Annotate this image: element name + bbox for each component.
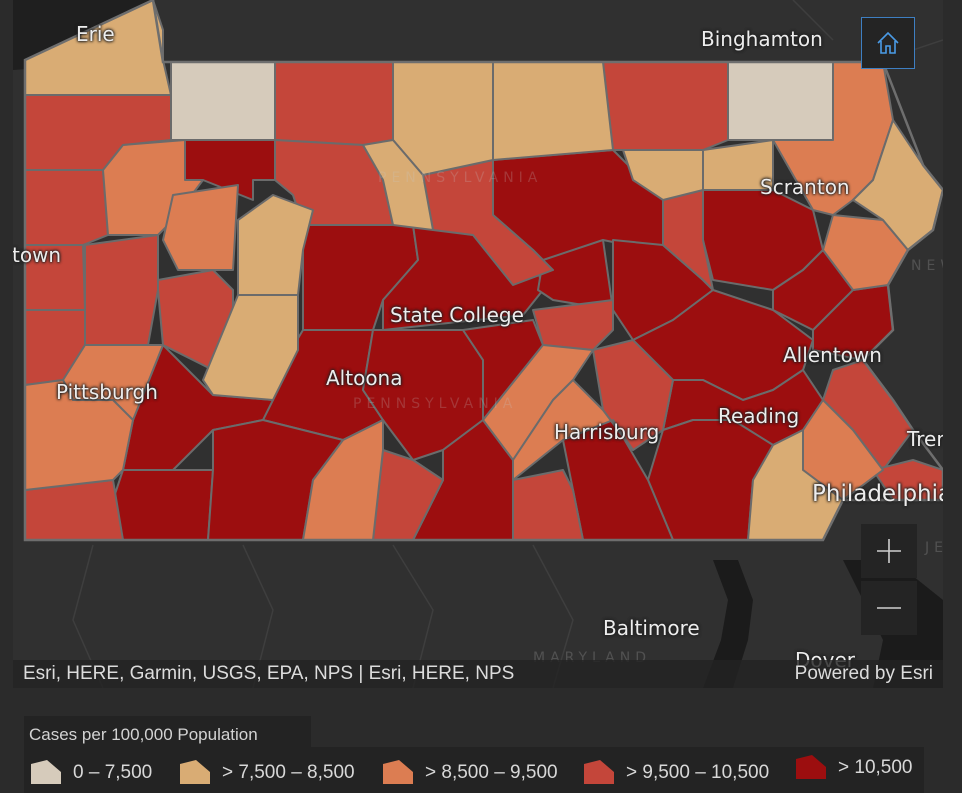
plus-icon bbox=[877, 539, 901, 563]
city-label-binghamton: Binghamton bbox=[701, 27, 823, 51]
county-polygon bbox=[872, 459, 943, 501]
city-label-reading: Reading bbox=[718, 404, 800, 428]
county-polygon bbox=[162, 184, 239, 271]
legend: 0 – 7,500 > 7,500 – 8,500 > 8,500 – 9,50… bbox=[24, 716, 924, 793]
attribution-bar: Esri, HERE, Garmin, USGS, EPA, NPS | Esr… bbox=[13, 660, 943, 688]
home-button[interactable] bbox=[861, 17, 915, 69]
legend-label: > 8,500 – 9,500 bbox=[425, 762, 558, 783]
state-label-new-york: NEW bbox=[911, 258, 943, 274]
city-label-erie: Erie bbox=[76, 22, 115, 46]
city-label-philadelphia: Philadelphia bbox=[812, 481, 943, 507]
city-label-altoona: Altoona bbox=[326, 366, 403, 390]
county-polygon bbox=[422, 159, 554, 286]
counties-class-2 bbox=[24, 61, 909, 541]
county-polygon bbox=[727, 61, 834, 141]
county-polygon bbox=[512, 469, 584, 541]
state-label-pennsylvania-lower: PENNSYLVANIA bbox=[353, 396, 518, 412]
city-label-baltimore: Baltimore bbox=[603, 616, 700, 640]
city-label-trenton: Tren bbox=[907, 427, 943, 451]
county-polygon bbox=[84, 234, 159, 346]
county-polygon bbox=[532, 299, 614, 351]
state-label-new-jersey: JE bbox=[925, 540, 943, 556]
home-icon bbox=[877, 31, 899, 54]
city-label-youngstown: town bbox=[13, 243, 62, 267]
map-view[interactable]: Erie Binghamton Scranton town State Coll… bbox=[13, 0, 943, 688]
county-polygon bbox=[274, 61, 394, 146]
zoom-out-button[interactable] bbox=[861, 581, 917, 635]
county-polygon bbox=[24, 169, 109, 246]
legend-label: > 9,500 – 10,500 bbox=[626, 762, 770, 783]
chesapeake-bay bbox=[703, 560, 753, 688]
state-label-pennsylvania: PENNSYLVANIA bbox=[378, 170, 543, 186]
county-polygon bbox=[24, 379, 134, 491]
city-label-scranton: Scranton bbox=[760, 175, 850, 199]
county-polygon bbox=[602, 61, 729, 151]
choropleth-map bbox=[13, 0, 943, 688]
attribution-text[interactable]: Esri, HERE, Garmin, USGS, EPA, NPS | Esr… bbox=[23, 663, 515, 684]
legend-swatch bbox=[180, 760, 210, 784]
city-label-allentown: Allentown bbox=[783, 343, 882, 367]
legend-swatch bbox=[796, 755, 826, 779]
legend-label: > 10,500 bbox=[838, 757, 913, 778]
county-polygon bbox=[512, 379, 634, 481]
legend-title: Cases per 100,000 Population bbox=[24, 716, 311, 754]
legend-swatch bbox=[584, 760, 614, 784]
county-polygon bbox=[202, 294, 299, 401]
county-polygon bbox=[362, 139, 434, 231]
counties-class-1 bbox=[24, 0, 943, 541]
city-label-pittsburgh: Pittsburgh bbox=[56, 380, 158, 404]
legend-label: > 7,500 – 8,500 bbox=[222, 762, 355, 783]
legend-items: 0 – 7,500 > 7,500 – 8,500 > 8,500 – 9,50… bbox=[24, 747, 924, 793]
legend-label: 0 – 7,500 bbox=[73, 762, 153, 783]
legend-swatch bbox=[31, 760, 61, 784]
city-label-state-college: State College bbox=[390, 303, 524, 327]
county-polygon bbox=[112, 469, 214, 541]
counties-class-0 bbox=[170, 61, 834, 141]
city-label-harrisburg: Harrisburg bbox=[554, 420, 660, 444]
legend-swatch bbox=[383, 760, 413, 784]
county-polygon bbox=[702, 139, 774, 191]
state-outline bbox=[23, 0, 943, 542]
powered-by-esri-link[interactable]: Powered by Esri bbox=[794, 663, 933, 684]
minus-icon bbox=[877, 607, 901, 609]
county-polygon bbox=[492, 61, 614, 161]
zoom-in-button[interactable] bbox=[861, 524, 917, 578]
county-polygon bbox=[622, 149, 704, 201]
county-polygon bbox=[170, 61, 276, 141]
